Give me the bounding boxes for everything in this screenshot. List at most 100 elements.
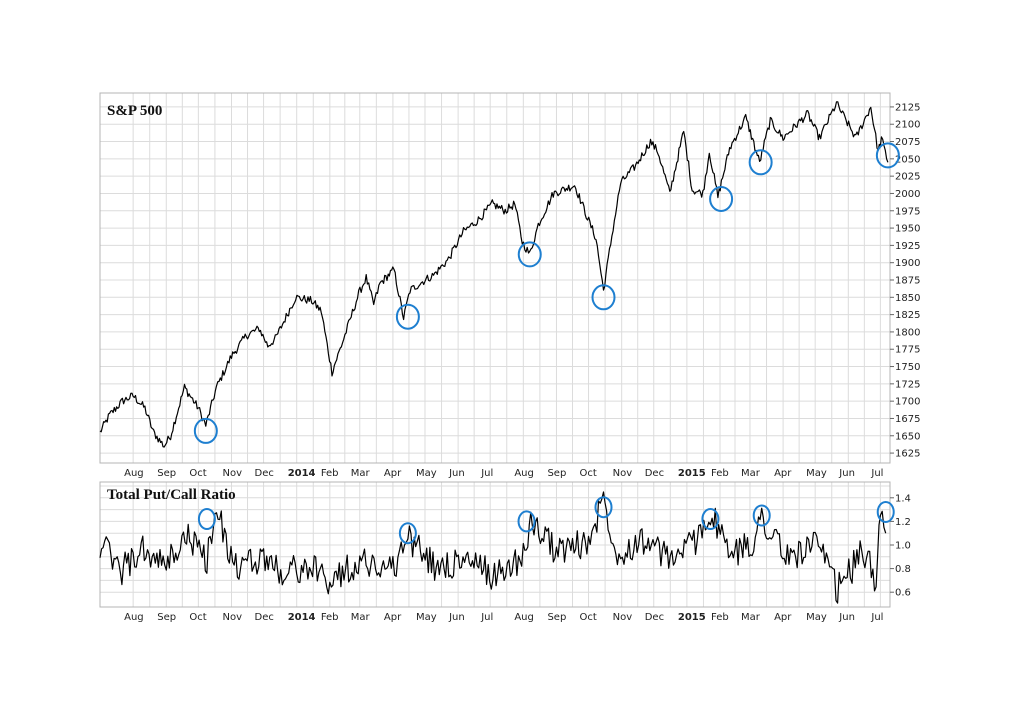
price-y-tick-label: 1975	[895, 206, 920, 217]
price-y-tick-label: 1650	[895, 431, 920, 442]
price-y-tick-label: 2025	[895, 172, 920, 183]
price-x-tick-label: Dec	[255, 468, 274, 479]
price-markers	[193, 142, 900, 444]
ratio-highlight-ellipse	[876, 500, 895, 523]
price-highlight-ellipse	[748, 149, 773, 176]
price-x-tick-label: Sep	[547, 468, 566, 479]
ratio-highlight-ellipse	[752, 504, 771, 527]
price-highlight-ellipse	[395, 303, 420, 330]
ratio-x-tick-label: Aug	[124, 612, 144, 623]
price-panel-title: S&P 500	[107, 103, 162, 119]
ratio-markers	[197, 496, 895, 545]
price-y-tick-label: 1825	[895, 310, 920, 321]
price-y-tick-label: 2050	[895, 154, 920, 165]
price-y-tick-label: 1775	[895, 345, 920, 356]
price-x-tick-label: 2015	[678, 468, 706, 479]
ratio-x-tick-label: Jul	[480, 612, 493, 623]
price-x-tick-label: Feb	[321, 468, 339, 479]
ratio-highlight-ellipse	[517, 510, 536, 533]
ratio-x-tick-label: Nov	[222, 612, 242, 623]
price-highlight-ellipse	[517, 241, 542, 268]
price-x-tick-label: Jul	[870, 468, 883, 479]
ratio-y-tick-label: 0.8	[895, 564, 911, 575]
price-y-tick-label: 1875	[895, 276, 920, 287]
price-y-tick-label: 1850	[895, 293, 920, 304]
price-y-tick-label: 2075	[895, 137, 920, 148]
price-x-tick-label: May	[416, 468, 437, 479]
price-highlight-ellipse	[875, 142, 900, 169]
price-x-tick-label: Mar	[351, 468, 371, 479]
ratio-highlight-ellipse	[398, 522, 417, 545]
ratio-x-tick-label: Jun	[838, 612, 855, 623]
ratio-x-tick-label: 2015	[678, 612, 706, 623]
ratio-x-tick-label: Apr	[384, 612, 402, 623]
price-y-tick-label: 1900	[895, 258, 920, 269]
price-x-tick-label: May	[806, 468, 827, 479]
price-panel-frame	[99, 92, 891, 464]
price-y-tick-label: 1725	[895, 379, 920, 390]
price-y-axis: 1625 1650 1675 1700 1725 1750 1775 1800 1825 1850…	[890, 102, 920, 460]
ratio-y-axis: 0.6 0.8 1.0 1.2 1.4	[890, 493, 911, 599]
price-x-tick-label: Apr	[774, 468, 792, 479]
ratio-panel: Total Put/Call Ratio 0.6 0.8 1.0 1.2 1.4 Aug…	[99, 481, 911, 623]
ratio-x-tick-label: Dec	[255, 612, 274, 623]
price-y-tick-label: 1675	[895, 414, 920, 425]
price-panel: S&P 500 1625 1650 1675 1700 1725 1750 1775 1800…	[99, 92, 920, 479]
price-y-tick-label: 1625	[895, 449, 920, 460]
ratio-highlight-ellipse	[197, 508, 216, 531]
ratio-x-tick-label: Aug	[514, 612, 534, 623]
price-x-tick-label: 2014	[288, 468, 316, 479]
price-x-tick-label: Dec	[645, 468, 664, 479]
price-series-line	[99, 101, 889, 448]
price-x-tick-label: Aug	[514, 468, 534, 479]
ratio-x-axis: Aug Sep Oct Nov Dec 2014 Feb Mar Apr May Jun Jul Aug…	[124, 612, 883, 623]
price-y-tick-label: 2100	[895, 120, 920, 131]
price-x-tick-label: Apr	[384, 468, 402, 479]
ratio-x-tick-label: Mar	[351, 612, 371, 623]
ratio-x-tick-label: Sep	[157, 612, 176, 623]
ratio-x-tick-label: Oct	[580, 612, 597, 623]
price-x-tick-label: Oct	[189, 468, 206, 479]
price-y-tick-label: 2000	[895, 189, 920, 200]
price-x-tick-label: Jul	[480, 468, 493, 479]
price-x-tick-label: Nov	[222, 468, 242, 479]
price-x-tick-label: Sep	[157, 468, 176, 479]
ratio-x-tick-label: Sep	[547, 612, 566, 623]
ratio-x-tick-label: May	[806, 612, 827, 623]
price-y-tick-label: 1925	[895, 241, 920, 252]
ratio-y-tick-label: 1.4	[895, 493, 911, 504]
price-x-tick-label: Oct	[580, 468, 597, 479]
ratio-x-tick-label: Mar	[741, 612, 761, 623]
price-highlight-ellipse	[591, 284, 616, 311]
ratio-x-tick-label: May	[416, 612, 437, 623]
price-y-tick-label: 1950	[895, 224, 920, 235]
ratio-series-line	[99, 491, 887, 604]
price-y-tick-label: 2125	[895, 102, 920, 113]
price-x-tick-label: Jun	[838, 468, 855, 479]
price-highlight-ellipse	[193, 417, 218, 444]
ratio-highlight-ellipse	[701, 508, 720, 531]
ratio-y-tick-label: 0.6	[895, 588, 911, 599]
price-x-tick-label: Feb	[711, 468, 729, 479]
price-highlight-ellipse	[709, 186, 734, 212]
price-x-axis: Aug Sep Oct Nov Dec 2014 Feb Mar Apr May Jun Jul Aug…	[124, 468, 883, 479]
price-y-tick-label: 1750	[895, 362, 920, 373]
ratio-highlight-ellipse	[594, 496, 613, 519]
price-x-tick-label: Mar	[741, 468, 761, 479]
ratio-x-tick-label: Oct	[189, 612, 206, 623]
ratio-y-tick-label: 1.0	[895, 541, 911, 552]
price-y-tick-label: 1700	[895, 397, 920, 408]
ratio-panel-title: Total Put/Call Ratio	[107, 487, 236, 503]
ratio-x-tick-label: 2014	[288, 612, 316, 623]
ratio-x-tick-label: Jun	[448, 612, 465, 623]
price-grid	[100, 93, 890, 463]
price-y-tick-label: 1800	[895, 327, 920, 338]
price-x-tick-label: Jun	[448, 468, 465, 479]
ratio-x-tick-label: Feb	[321, 612, 339, 623]
ratio-x-tick-label: Dec	[645, 612, 664, 623]
ratio-x-tick-label: Nov	[613, 612, 633, 623]
ratio-y-tick-label: 1.2	[895, 517, 911, 528]
ratio-x-tick-label: Apr	[774, 612, 792, 623]
ratio-x-tick-label: Jul	[870, 612, 883, 623]
